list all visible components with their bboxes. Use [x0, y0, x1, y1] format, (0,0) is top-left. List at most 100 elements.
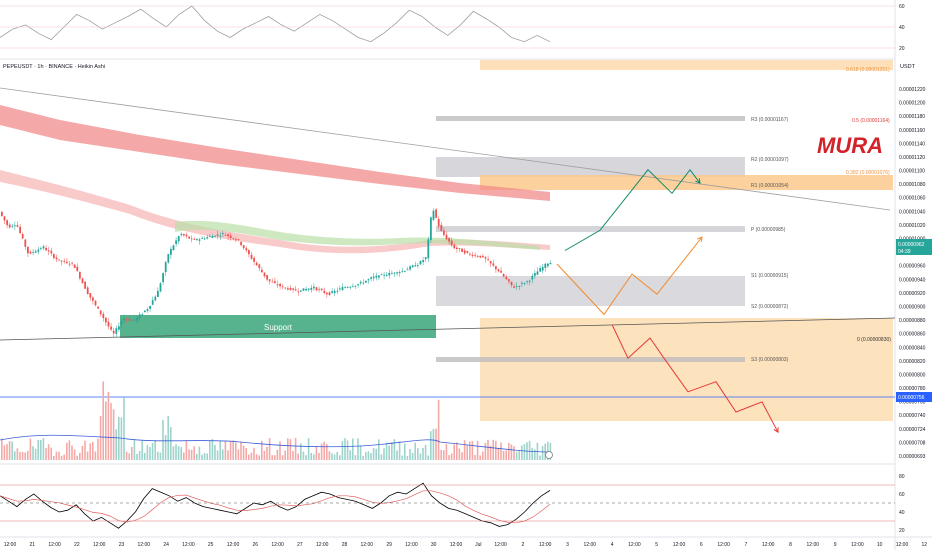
- volume-bar: [219, 440, 221, 460]
- candle-body: [487, 259, 489, 261]
- volume-bar: [123, 397, 125, 460]
- candle-body: [297, 291, 300, 293]
- candle-body: [170, 248, 172, 255]
- volume-bar: [383, 448, 385, 460]
- volume-bar: [32, 446, 34, 460]
- volume-bar: [518, 450, 520, 460]
- candle-body: [149, 305, 151, 309]
- candle-body: [14, 225, 16, 227]
- volume-bar: [84, 440, 86, 460]
- price-tick-label: 0.00000840: [899, 345, 926, 351]
- rsi-line: [0, 482, 551, 529]
- osc-tick-label: 40: [899, 25, 905, 31]
- price-tick-label: 0.00001060: [899, 196, 926, 202]
- ascending-trendline: [0, 317, 896, 341]
- volume-bar: [443, 450, 445, 460]
- time-tick-label: 12:00: [851, 542, 864, 548]
- volume-bar: [198, 446, 201, 460]
- candle-body: [339, 288, 341, 290]
- volume-bar: [258, 455, 260, 460]
- volume-bar: [471, 441, 474, 460]
- volume-bar: [177, 446, 180, 460]
- candle-body: [289, 287, 292, 290]
- candle-body: [547, 263, 549, 267]
- price-tick-label: 0.00000760: [899, 400, 926, 406]
- price-axis[interactable]: 0.00001220 0.00001200 0.00001180 0.00001160…: [899, 87, 926, 460]
- time-tick-label: 24: [163, 542, 169, 548]
- candle-body: [60, 260, 63, 262]
- time-axis[interactable]: 12:00 21 12:00 22 12:00 23 12:00 24 12:00 25 12:00…: [4, 542, 928, 548]
- volume-bar: [76, 455, 78, 460]
- candle-body: [8, 224, 11, 228]
- time-tick-label: 3: [566, 542, 569, 548]
- candle-body: [27, 246, 29, 254]
- candle-body: [203, 238, 206, 240]
- time-tick-label: 12:00: [4, 542, 17, 548]
- volume-bar: [159, 452, 162, 460]
- candle-body: [40, 248, 42, 249]
- volume-bar: [170, 427, 172, 460]
- volume-bar: [188, 449, 190, 460]
- volume-pane-settings-icon[interactable]: [545, 451, 553, 459]
- candle-body: [164, 262, 167, 273]
- time-tick-label: 12:00: [628, 542, 641, 548]
- candle-body: [539, 268, 541, 272]
- osc-tick-label: 20: [899, 46, 905, 52]
- candle-body: [375, 275, 378, 278]
- volume-bar: [110, 402, 112, 460]
- candle-body: [157, 290, 159, 297]
- candle-body: [214, 235, 216, 237]
- candle-body: [393, 272, 396, 274]
- candle-body: [42, 246, 45, 249]
- price-tick-label: 0.00001220: [899, 87, 926, 93]
- candle-body: [185, 234, 188, 237]
- projection-arrowhead: [697, 236, 703, 243]
- ma-ribbon-red: [0, 105, 550, 201]
- volume-bar: [393, 439, 396, 460]
- pivot-label-s3: S3 (0.00000803): [751, 357, 789, 363]
- time-tick-label: 12:00: [584, 542, 597, 548]
- candle-body: [443, 230, 445, 235]
- candle-body: [526, 281, 528, 282]
- candle-body: [250, 254, 253, 259]
- candle-body: [107, 321, 110, 327]
- candle-body: [463, 250, 466, 254]
- volume-bar: [120, 417, 123, 460]
- candle-body: [284, 287, 287, 289]
- time-tick-label: 12:00: [539, 542, 552, 548]
- volume-bar: [55, 451, 58, 460]
- projection-bullish: [564, 168, 701, 251]
- volume-bar: [224, 440, 227, 460]
- projection-neutral: [556, 236, 703, 316]
- candle-body: [287, 288, 289, 290]
- candle-body: [141, 313, 144, 315]
- candle-body: [508, 279, 510, 282]
- candle-body: [432, 210, 435, 220]
- candle-body: [19, 226, 21, 234]
- volume-bar: [284, 450, 286, 460]
- volume-bar: [305, 455, 307, 460]
- candle-body: [79, 272, 81, 279]
- candle-body: [66, 261, 68, 263]
- candle-body: [336, 290, 339, 292]
- volume-bar: [190, 449, 193, 460]
- rsi-signal-line: [0, 490, 551, 524]
- candle-body: [131, 320, 133, 322]
- pivot-zone-p: [436, 226, 745, 232]
- time-tick-label: 2: [522, 542, 525, 548]
- volume-bar: [154, 439, 156, 460]
- candle-body: [341, 287, 344, 291]
- candle-body: [216, 234, 219, 236]
- volume-bar: [94, 451, 97, 460]
- volume-bar: [448, 455, 450, 460]
- price-tick-label: 0.00000724: [899, 427, 926, 433]
- candle-body: [549, 263, 552, 265]
- time-tick-label: 25: [208, 542, 214, 548]
- ema-ribbon-green: [175, 220, 540, 250]
- candle-body: [398, 272, 401, 274]
- candle-body: [424, 257, 427, 260]
- volume-bar: [102, 381, 104, 460]
- volume-bar: [229, 441, 232, 460]
- volume-bar: [237, 449, 240, 460]
